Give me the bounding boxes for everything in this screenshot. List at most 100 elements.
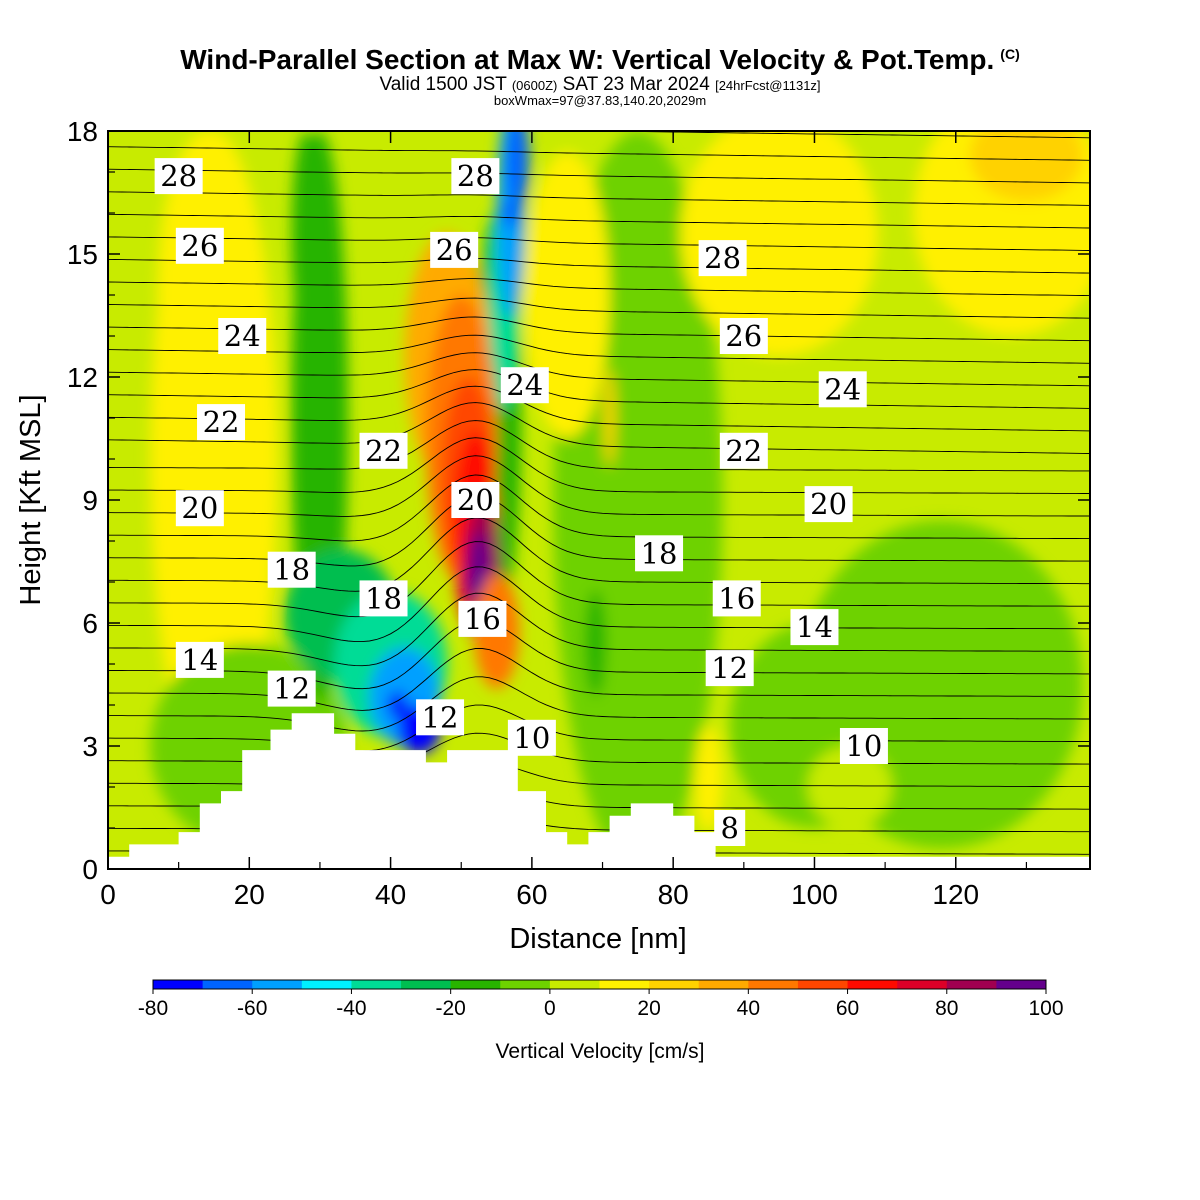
theta-label: 12 bbox=[416, 699, 465, 736]
theta-label: 18 bbox=[359, 580, 408, 617]
y-tick-label: 9 bbox=[82, 485, 98, 516]
theta-label: 26 bbox=[175, 227, 224, 264]
colorbar-segment bbox=[946, 980, 997, 989]
theta-label: 18 bbox=[267, 551, 316, 588]
theta-label-box bbox=[430, 231, 479, 268]
theta-contour bbox=[108, 541, 1090, 618]
colorbar: -80 -60 -40 -20 0 20 40 60 80 100 bbox=[138, 979, 1064, 1020]
theta-label-box bbox=[218, 318, 267, 354]
theta-label-text: 28 bbox=[160, 159, 197, 193]
y-tick-label: 18 bbox=[67, 116, 98, 147]
theta-label-text: 12 bbox=[273, 672, 310, 706]
x-tick-label: 60 bbox=[516, 879, 547, 910]
theta-label: 14 bbox=[790, 609, 839, 646]
colorbar-segment bbox=[649, 980, 700, 989]
colorbar-tick-label: 100 bbox=[1028, 997, 1063, 1020]
theta-label: 16 bbox=[458, 600, 507, 637]
theta-contour bbox=[108, 420, 1090, 472]
theta-label: 24 bbox=[218, 318, 267, 354]
velocity-extreme-marker bbox=[387, 691, 408, 719]
theta-contour bbox=[108, 352, 1090, 387]
y-tick-label: 12 bbox=[67, 362, 98, 393]
theta-label-text: 12 bbox=[422, 700, 459, 734]
x-tick-label: 20 bbox=[234, 879, 265, 910]
theta-label-text: 24 bbox=[506, 368, 543, 402]
theta-label-box bbox=[175, 641, 224, 678]
theta-label: 28 bbox=[698, 240, 747, 277]
theta-label-box bbox=[175, 490, 224, 527]
theta-contour bbox=[108, 278, 1090, 297]
colorbar-segment bbox=[202, 980, 253, 989]
theta-contour bbox=[108, 297, 1090, 319]
theta-label-box bbox=[698, 240, 747, 277]
colorbar-segment bbox=[996, 980, 1047, 989]
colorbar-segment bbox=[301, 980, 352, 989]
theta-label-text: 20 bbox=[810, 487, 847, 521]
theta-label: 24 bbox=[500, 367, 549, 404]
theta-contour bbox=[108, 369, 1090, 409]
theta-contour bbox=[108, 592, 1090, 667]
theta-label-box bbox=[154, 158, 203, 195]
colorbar-segment bbox=[549, 980, 600, 989]
theta-label: 22 bbox=[719, 432, 768, 469]
colorbar-segment bbox=[748, 980, 799, 989]
colorbar-segment bbox=[252, 980, 303, 989]
colorbar-segment bbox=[698, 980, 749, 989]
theta-label-box bbox=[175, 227, 224, 264]
theta-label: 8 bbox=[714, 810, 746, 846]
theta-contour bbox=[572, 131, 1090, 139]
theta-label-text: 20 bbox=[181, 491, 218, 525]
theta-label-text: 22 bbox=[365, 434, 402, 468]
theta-label-text: 18 bbox=[641, 536, 678, 570]
velocity-extreme-marker bbox=[465, 568, 486, 596]
theta-label-box bbox=[790, 609, 839, 646]
theta-contour bbox=[108, 676, 1090, 732]
theta-label: 20 bbox=[451, 482, 500, 518]
theta-label-text: 8 bbox=[720, 811, 738, 845]
velocity-extreme-marker bbox=[500, 199, 521, 227]
theta-label: 22 bbox=[197, 404, 246, 441]
theta-labels: 28 28 28 26 26 26 24 24 24 22 22 22 20 20 20 18 18 18 16 16… bbox=[154, 158, 888, 846]
theta-contour bbox=[108, 316, 1090, 342]
theta-label: 24 bbox=[818, 371, 867, 408]
theta-contour bbox=[108, 191, 1090, 206]
theta-label: 10 bbox=[839, 728, 888, 764]
theta-label-text: 10 bbox=[513, 721, 550, 755]
theta-label-box bbox=[818, 371, 867, 408]
theta-label-text: 16 bbox=[718, 581, 755, 615]
colorbar-tick-label: -40 bbox=[336, 997, 366, 1020]
theta-label-text: 20 bbox=[457, 483, 494, 517]
theta-label-box bbox=[712, 580, 761, 617]
theta-contour bbox=[108, 437, 1090, 494]
theta-label-box bbox=[714, 810, 746, 846]
chart-title: Wind-Parallel Section at Max W: Vertical… bbox=[180, 44, 1020, 75]
copyright-mark: (C) bbox=[1000, 45, 1020, 62]
theta-label-text: 28 bbox=[457, 159, 494, 193]
theta-label-text: 24 bbox=[224, 319, 261, 353]
theta-label-text: 26 bbox=[436, 233, 473, 267]
y-tick-label: 3 bbox=[82, 731, 98, 762]
theta-label: 14 bbox=[175, 641, 224, 678]
theta-label-text: 22 bbox=[725, 434, 762, 468]
x-axis: 0 20 40 60 80 100 120 bbox=[100, 131, 1028, 910]
theta-label-box bbox=[359, 580, 408, 617]
theta-label-box bbox=[719, 318, 768, 354]
theta-label-box bbox=[267, 670, 316, 707]
theta-label: 20 bbox=[804, 486, 853, 523]
theta-label: 28 bbox=[451, 158, 500, 195]
theta-label-box bbox=[359, 432, 408, 469]
x-tick-label: 80 bbox=[658, 879, 689, 910]
x-tick-label: 40 bbox=[375, 879, 406, 910]
terrain-mask bbox=[108, 713, 1090, 869]
theta-label-text: 14 bbox=[181, 643, 218, 677]
theta-label-box bbox=[267, 551, 316, 588]
x-tick-label: 0 bbox=[100, 879, 116, 910]
theta-contour bbox=[108, 168, 1090, 184]
theta-label-text: 24 bbox=[824, 372, 861, 406]
colorbar-segment bbox=[401, 980, 452, 989]
theta-label-box bbox=[507, 719, 556, 756]
theta-contour bbox=[108, 334, 1090, 364]
theta-label: 12 bbox=[705, 650, 754, 687]
colorbar-segment bbox=[847, 980, 898, 989]
